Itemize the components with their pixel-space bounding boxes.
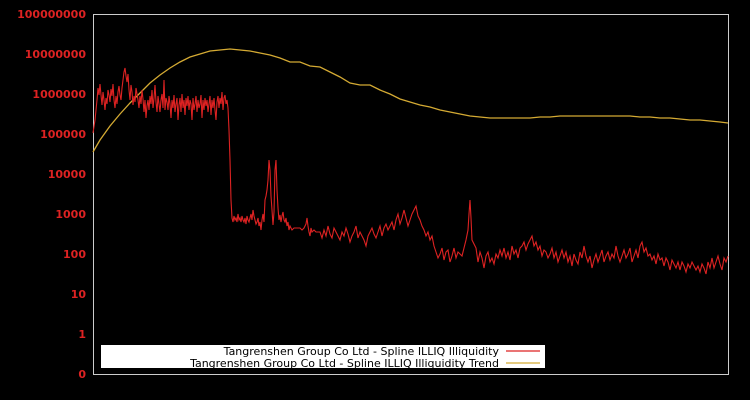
y-tick-label: 1000 (55, 208, 86, 221)
y-tick-label: 100 (63, 248, 86, 261)
y-tick-label: 10000000 (25, 48, 87, 61)
y-tick-label: 10 (71, 288, 87, 301)
y-axis-labels: 100000000 10000000 1000000 100000 10000 … (17, 8, 86, 381)
legend: Tangrenshen Group Co Ltd - Spline ILLIQ … (101, 345, 545, 370)
y-tick-label: 0 (78, 368, 86, 381)
y-tick-label: 100000000 (17, 8, 86, 21)
legend-background (101, 345, 545, 368)
y-tick-label: 10000 (48, 168, 87, 181)
legend-label-illiquidity: Tangrenshen Group Co Ltd - Spline ILLIQ … (223, 345, 500, 358)
y-tick-label: 1000000 (32, 88, 86, 101)
trend-line (92, 48, 729, 153)
legend-label-trend: Tangrenshen Group Co Ltd - Spline ILLIQ … (189, 357, 499, 370)
illiquidity-line (92, 67, 729, 275)
y-tick-label: 1 (78, 328, 86, 341)
y-tick-label: 100000 (40, 128, 86, 141)
plot-frame (93, 14, 729, 375)
